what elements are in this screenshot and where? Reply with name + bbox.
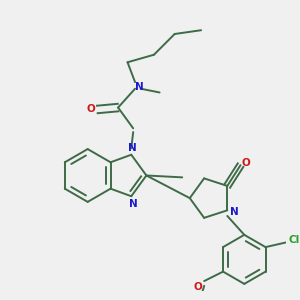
Text: Cl: Cl xyxy=(288,236,299,245)
Text: N: N xyxy=(128,143,136,153)
Text: N: N xyxy=(230,207,239,217)
Text: O: O xyxy=(193,282,202,292)
Text: N: N xyxy=(135,82,144,92)
Text: O: O xyxy=(86,104,95,114)
Text: O: O xyxy=(242,158,250,168)
Text: N: N xyxy=(129,199,138,209)
